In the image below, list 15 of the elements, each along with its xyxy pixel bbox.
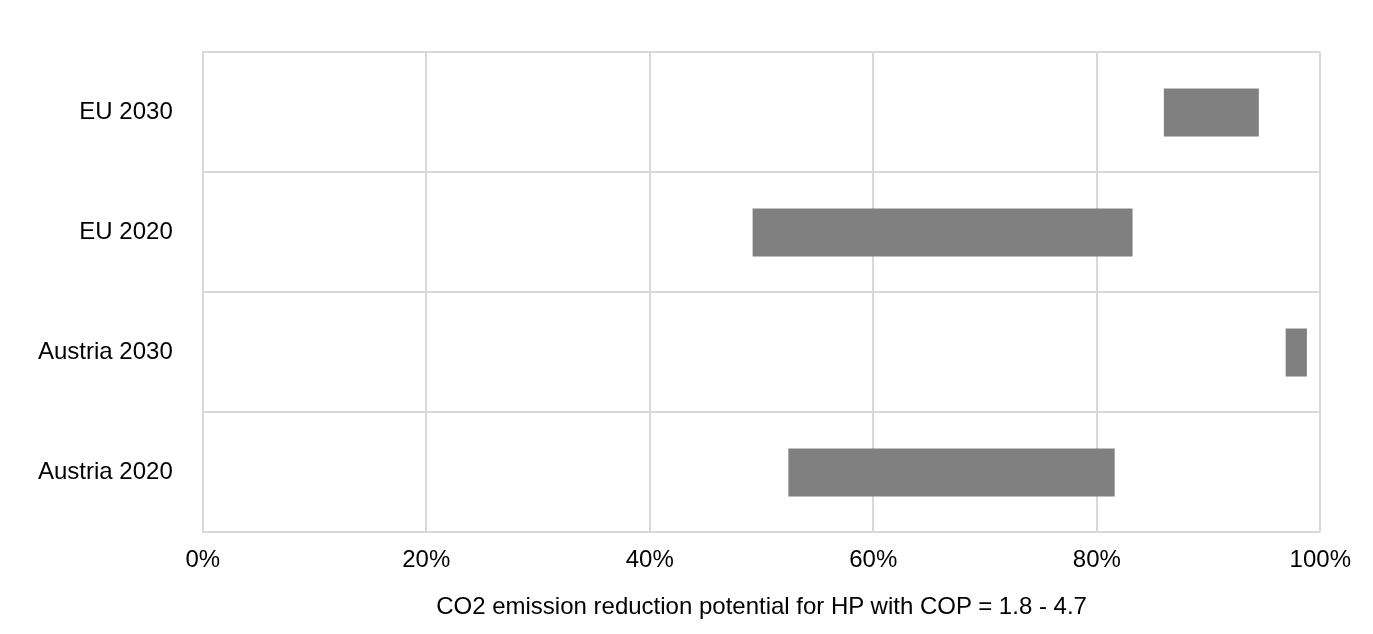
y-tick-label: Austria 2030 xyxy=(37,337,173,365)
x-tick-label: 0% xyxy=(185,545,221,573)
y-tick-label: Austria 2020 xyxy=(37,457,173,485)
x-tick-label: 20% xyxy=(402,545,451,573)
y-tick-label: EU 2020 xyxy=(79,217,173,245)
x-axis-title: CO2 emission reduction potential for HP with COP = 1.8 - 4.7 xyxy=(436,592,1087,620)
bar xyxy=(788,448,1115,497)
x-tick-label: 40% xyxy=(625,545,674,573)
bar xyxy=(1163,88,1259,137)
bar xyxy=(1285,328,1307,377)
x-tick-label: 60% xyxy=(849,545,898,573)
y-tick-label: EU 2030 xyxy=(79,97,173,125)
x-tick-label: 100% xyxy=(1289,545,1351,573)
x-tick-label: 80% xyxy=(1072,545,1121,573)
bar xyxy=(752,208,1133,257)
